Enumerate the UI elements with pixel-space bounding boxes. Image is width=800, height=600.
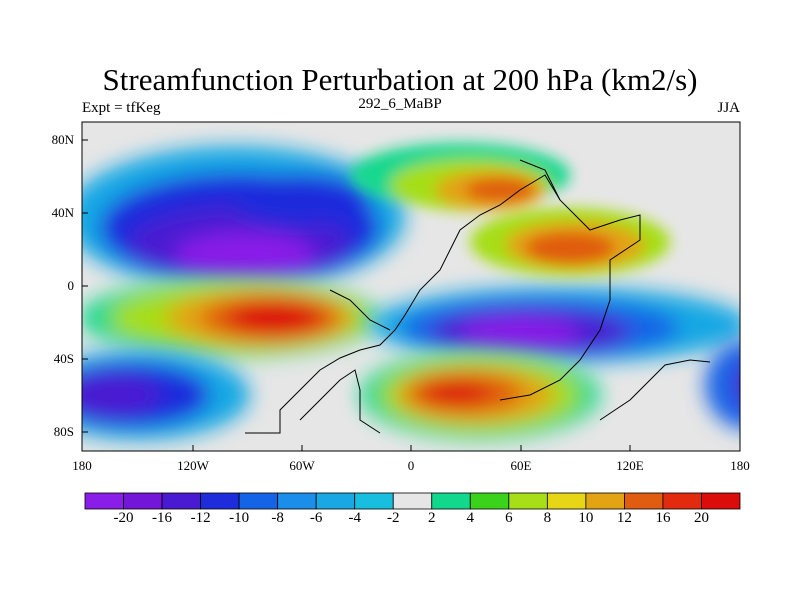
season-label: JJA bbox=[717, 100, 740, 116]
colorbar-swatch bbox=[354, 492, 394, 510]
colorbar-swatch bbox=[662, 492, 702, 510]
colorbar-label: 16 bbox=[655, 510, 671, 526]
x-tick-label: 120E bbox=[616, 458, 644, 473]
y-tick-label: 40S bbox=[53, 351, 74, 366]
colorbar bbox=[84, 492, 741, 510]
map-title: Streamfunction Perturbation at 200 hPa (… bbox=[102, 62, 698, 97]
colorbar-label: -6 bbox=[309, 510, 323, 526]
colorbar-swatch bbox=[315, 492, 356, 510]
colorbar-swatch bbox=[392, 492, 433, 510]
colorbar-label: 10 bbox=[578, 510, 594, 526]
y-tick-label: 40N bbox=[51, 205, 74, 220]
negative-center-indian-sh bbox=[370, 287, 740, 363]
colorbar-label: -20 bbox=[113, 510, 134, 526]
negative-center-pacific-nh bbox=[82, 146, 405, 290]
colorbar-label: 2 bbox=[428, 510, 436, 526]
y-tick-label: 80N bbox=[51, 132, 74, 147]
run-label: 292_6_MaBP bbox=[358, 96, 442, 112]
coastline-outline bbox=[245, 159, 711, 434]
contour-field bbox=[82, 143, 740, 440]
tick-marks bbox=[82, 139, 631, 451]
positive-center-eurasia bbox=[350, 143, 670, 276]
colorbar-label: -8 bbox=[271, 510, 284, 526]
colorbar-label: 12 bbox=[616, 510, 632, 526]
colorbar-label: 8 bbox=[543, 510, 552, 526]
colorbar-swatch bbox=[469, 492, 510, 510]
colorbar-swatch bbox=[508, 492, 548, 510]
colorbar-swatch bbox=[123, 492, 163, 510]
colorbar-label: 6 bbox=[505, 510, 513, 526]
x-tick-label: 0 bbox=[407, 458, 415, 473]
colorbar-swatch bbox=[701, 492, 741, 510]
x-tick-label: 120W bbox=[177, 458, 209, 473]
experiment-label: Expt = tfKeg bbox=[82, 100, 161, 116]
colorbar-swatch bbox=[200, 492, 240, 510]
colorbar-label: -12 bbox=[190, 510, 211, 526]
positive-center-americas-sh bbox=[82, 278, 380, 358]
y-tick-label: 0 bbox=[67, 278, 75, 293]
y-tick-label: 80S bbox=[53, 424, 74, 439]
colorbar-swatch bbox=[585, 492, 625, 510]
colorbar-swatch bbox=[277, 492, 317, 510]
colorbar-label: 20 bbox=[693, 510, 709, 526]
positive-center-south-atlantic bbox=[360, 350, 600, 440]
x-tick-label: 180 bbox=[72, 458, 92, 473]
x-tick-label: 180 bbox=[730, 458, 750, 473]
colorbar-label: -16 bbox=[152, 510, 173, 526]
colorbar-label: 4 bbox=[466, 510, 475, 526]
colorbar-swatch bbox=[238, 492, 279, 510]
colorbar-swatch bbox=[161, 492, 201, 510]
colorbar-swatch bbox=[84, 492, 124, 510]
x-tick-label: 60E bbox=[510, 458, 532, 473]
colorbar-label: -4 bbox=[348, 510, 361, 526]
colorbar-swatch bbox=[431, 492, 471, 510]
colorbar-label: -10 bbox=[229, 510, 250, 526]
negative-center-south-pacific bbox=[82, 341, 740, 440]
colorbar-swatch bbox=[624, 492, 664, 510]
colorbar-label: -2 bbox=[386, 510, 400, 526]
colorbar-swatch bbox=[546, 492, 587, 510]
x-tick-label: 60W bbox=[289, 458, 315, 473]
